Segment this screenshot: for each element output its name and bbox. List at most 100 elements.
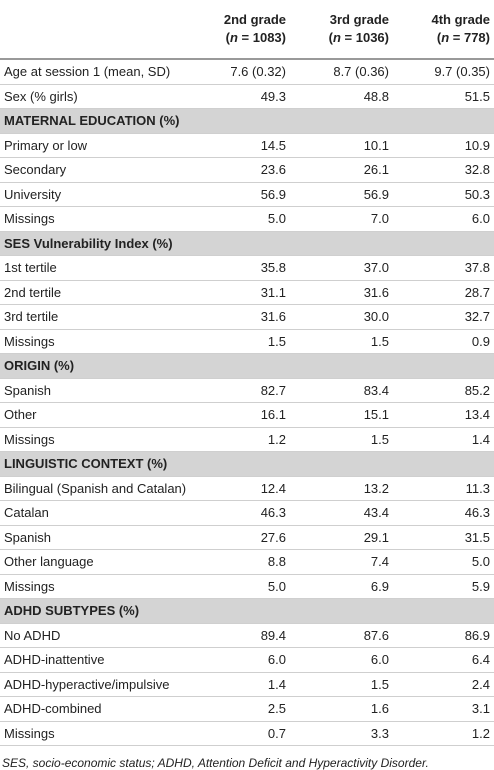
cell-value: 35.8 (190, 255, 290, 281)
section-title: LINGUISTIC CONTEXT (%) (0, 451, 494, 477)
row-label: University (0, 182, 190, 207)
row-label: Missings (0, 574, 190, 599)
cell-value: 51.5 (393, 84, 494, 109)
data-row: ADHD-inattentive 6.0 6.0 6.4 (0, 647, 494, 673)
cell-value: 12.4 (190, 476, 290, 501)
row-label: No ADHD (0, 623, 190, 648)
cell-value: 46.3 (190, 500, 290, 526)
cell-value: 1.4 (190, 672, 290, 697)
cell-value: 2.4 (393, 672, 494, 697)
cell-value: 10.9 (393, 133, 494, 158)
footnote: SES, socio-economic status; ADHD, Attent… (2, 756, 429, 770)
sample-size: ( (436, 30, 442, 45)
cell-value: 13.2 (290, 476, 393, 501)
cell-value: 27.6 (190, 525, 290, 550)
data-row: No ADHD 89.4 87.6 86.9 (0, 623, 494, 648)
grade: 3rd grade (329, 12, 389, 27)
section-row: LINGUISTIC CONTEXT (%) (0, 451, 494, 477)
row-label: Primary or low (0, 133, 190, 158)
cell-value: 31.5 (393, 525, 494, 550)
data-row: Secondary 23.6 26.1 32.8 (0, 157, 494, 183)
cell-value: 9.7 (0.35) (393, 59, 494, 85)
grade: 4th grade (431, 12, 490, 27)
section-title: MATERNAL EDUCATION (%) (0, 108, 494, 134)
data-row: 3rd tertile 31.6 30.0 32.7 (0, 304, 494, 330)
cell-value: 32.8 (393, 157, 494, 183)
sample-size: n (441, 30, 450, 45)
cell-value: 0.9 (393, 329, 494, 354)
cell-value: 0.7 (190, 721, 290, 746)
row-label: Secondary (0, 157, 190, 183)
cell-value: 1.2 (190, 427, 290, 452)
data-row: Other 16.1 15.1 13.4 (0, 402, 494, 428)
sample-size: ( (328, 30, 333, 45)
cell-value: 37.8 (393, 255, 494, 281)
row-label: ADHD-hyperactive/impulsive (0, 672, 190, 697)
row-label: Bilingual (Spanish and Catalan) (0, 476, 190, 501)
data-row: Spanish 82.7 83.4 85.2 (0, 378, 494, 403)
cell-value: 31.6 (290, 280, 393, 305)
section-row: ORIGIN (%) (0, 353, 494, 379)
section-row: MATERNAL EDUCATION (%) (0, 108, 494, 134)
cell-value: 43.4 (290, 500, 393, 526)
cell-value: 1.5 (290, 427, 393, 452)
cell-value: 6.9 (290, 574, 393, 599)
cell-value: 15.1 (290, 402, 393, 428)
row-label: 2nd tertile (0, 280, 190, 305)
row-label: Missings (0, 329, 190, 354)
cell-value: 7.0 (290, 206, 393, 232)
cell-value: 8.7 (0.36) (290, 59, 393, 85)
cell-value: 5.0 (393, 549, 494, 575)
cell-value: 1.6 (290, 696, 393, 722)
data-row: Missings 0.7 3.3 1.2 (0, 721, 494, 746)
cell-value: 31.6 (190, 304, 290, 330)
grade: 2nd grade (223, 12, 286, 27)
cell-value: 1.4 (393, 427, 494, 452)
data-row: Other language 8.8 7.4 5.0 (0, 549, 494, 575)
cell-value: 1.5 (190, 329, 290, 354)
row-label: 3rd tertile (0, 304, 190, 330)
row-label: ADHD-inattentive (0, 647, 190, 673)
row-label: Catalan (0, 500, 190, 526)
cell-value: 6.0 (290, 647, 393, 673)
column-header: 3rd grade (n = 1036) (290, 0, 393, 60)
row-label: Other language (0, 549, 190, 575)
cell-value: 83.4 (290, 378, 393, 403)
table-body: Age at session 1 (mean, SD) 7.6 (0.32) 8.7… (0, 59, 494, 746)
row-label: Missings (0, 206, 190, 232)
cell-value: 16.1 (190, 402, 290, 428)
row-label: Spanish (0, 525, 190, 550)
cell-value: 31.1 (190, 280, 290, 305)
cell-value: 8.8 (190, 549, 290, 575)
header-empty (0, 0, 190, 60)
row-label: Missings (0, 721, 190, 746)
cell-value: 89.4 (190, 623, 290, 648)
cell-value: 49.3 (190, 84, 290, 109)
cell-value: 23.6 (190, 157, 290, 183)
header-row: 2nd grade (n = 1083) 3rd grade (n = 1036) 4t… (0, 0, 494, 60)
section-title: ORIGIN (%) (0, 353, 494, 379)
row-label: Missings (0, 427, 190, 452)
cell-value: 48.8 (290, 84, 393, 109)
data-row: Missings 1.2 1.5 1.4 (0, 427, 494, 452)
cell-value: 87.6 (290, 623, 393, 648)
cell-value: 2.5 (190, 696, 290, 722)
data-row: University 56.9 56.9 50.3 (0, 182, 494, 207)
data-row: Spanish 27.6 29.1 31.5 (0, 525, 494, 550)
cell-value: 10.1 (290, 133, 393, 158)
data-row: Missings 1.5 1.5 0.9 (0, 329, 494, 354)
data-row: Catalan 46.3 43.4 46.3 (0, 500, 494, 526)
cell-value: 86.9 (393, 623, 494, 648)
cell-value: 5.0 (190, 206, 290, 232)
section-row: SES Vulnerability Index (%) (0, 231, 494, 256)
cell-value: 6.4 (393, 647, 494, 673)
cell-value: 7.6 (0.32) (190, 59, 290, 85)
cell-value: 32.7 (393, 304, 494, 330)
cell-value: 6.0 (393, 206, 494, 232)
data-row: 1st tertile 35.8 37.0 37.8 (0, 255, 494, 281)
sample-size: = 1036) (340, 30, 389, 45)
data-row: ADHD-combined 2.5 1.6 3.1 (0, 696, 494, 722)
cell-value: 13.4 (393, 402, 494, 428)
data-row: 2nd tertile 31.1 31.6 28.7 (0, 280, 494, 305)
